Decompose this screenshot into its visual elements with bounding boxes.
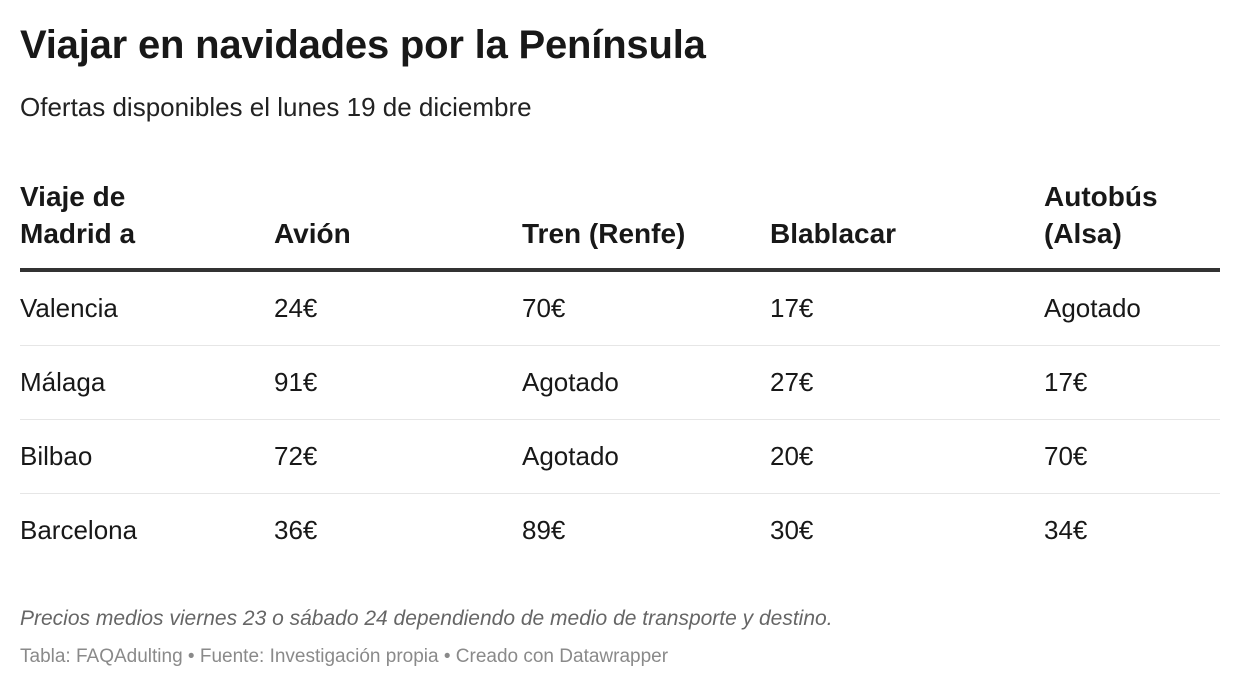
table-cell-plane-price: 91€ bbox=[274, 367, 318, 397]
table-cell-train-price: Agotado bbox=[522, 367, 619, 397]
table-cell-carpool-price: 17€ bbox=[770, 293, 814, 323]
table-cell-plane-price: 24€ bbox=[274, 293, 318, 323]
table-row: Barcelona 36€ 89€ 30€ 34€ bbox=[20, 494, 1220, 567]
table-cell-destination: Valencia bbox=[20, 293, 118, 323]
table-cell-plane-price: 72€ bbox=[274, 441, 318, 471]
chart-notes: Precios medios viernes 23 o sábado 24 de… bbox=[20, 607, 833, 630]
table-header-row: Viaje de Madrid a Avión Tren (Renfe) Bla… bbox=[20, 178, 1220, 272]
column-header-bus: Autobús (Alsa) bbox=[1044, 181, 1158, 249]
chart-subtitle: Ofertas disponibles el lunes 19 de dicie… bbox=[20, 92, 532, 122]
table-cell-train-price: 70€ bbox=[522, 293, 566, 323]
table-row: Bilbao 72€ Agotado 20€ 70€ bbox=[20, 420, 1220, 494]
table-cell-train-price: 89€ bbox=[522, 515, 566, 545]
column-header-destination: Viaje de Madrid a bbox=[20, 181, 136, 249]
column-header-train: Tren (Renfe) bbox=[522, 218, 686, 249]
column-header-plane: Avión bbox=[274, 218, 351, 249]
table-cell-plane-price: 36€ bbox=[274, 515, 318, 545]
table-cell-destination: Málaga bbox=[20, 367, 106, 397]
chart-title: Viajar en navidades por la Península bbox=[20, 23, 706, 67]
table-cell-carpool-price: 27€ bbox=[770, 367, 814, 397]
table-cell-bus-price: 70€ bbox=[1044, 441, 1088, 471]
table-cell-train-price: Agotado bbox=[522, 441, 619, 471]
table-cell-bus-price: 17€ bbox=[1044, 367, 1088, 397]
table-cell-bus-price: 34€ bbox=[1044, 515, 1088, 545]
table-cell-destination: Bilbao bbox=[20, 441, 93, 471]
table-cell-carpool-price: 20€ bbox=[770, 441, 814, 471]
chart-source-footer: Tabla: FAQAdulting • Fuente: Investigaci… bbox=[20, 646, 669, 667]
column-header-carpool: Blablacar bbox=[770, 218, 897, 249]
table-row: Valencia 24€ 70€ 17€ Agotado bbox=[20, 272, 1220, 346]
table-cell-bus-price: Agotado bbox=[1044, 293, 1141, 323]
table-cell-carpool-price: 30€ bbox=[770, 515, 814, 545]
table-cell-destination: Barcelona bbox=[20, 515, 138, 545]
table-row: Málaga 91€ Agotado 27€ 17€ bbox=[20, 346, 1220, 420]
price-table: Viaje de Madrid a Avión Tren (Renfe) Bla… bbox=[20, 178, 1220, 567]
